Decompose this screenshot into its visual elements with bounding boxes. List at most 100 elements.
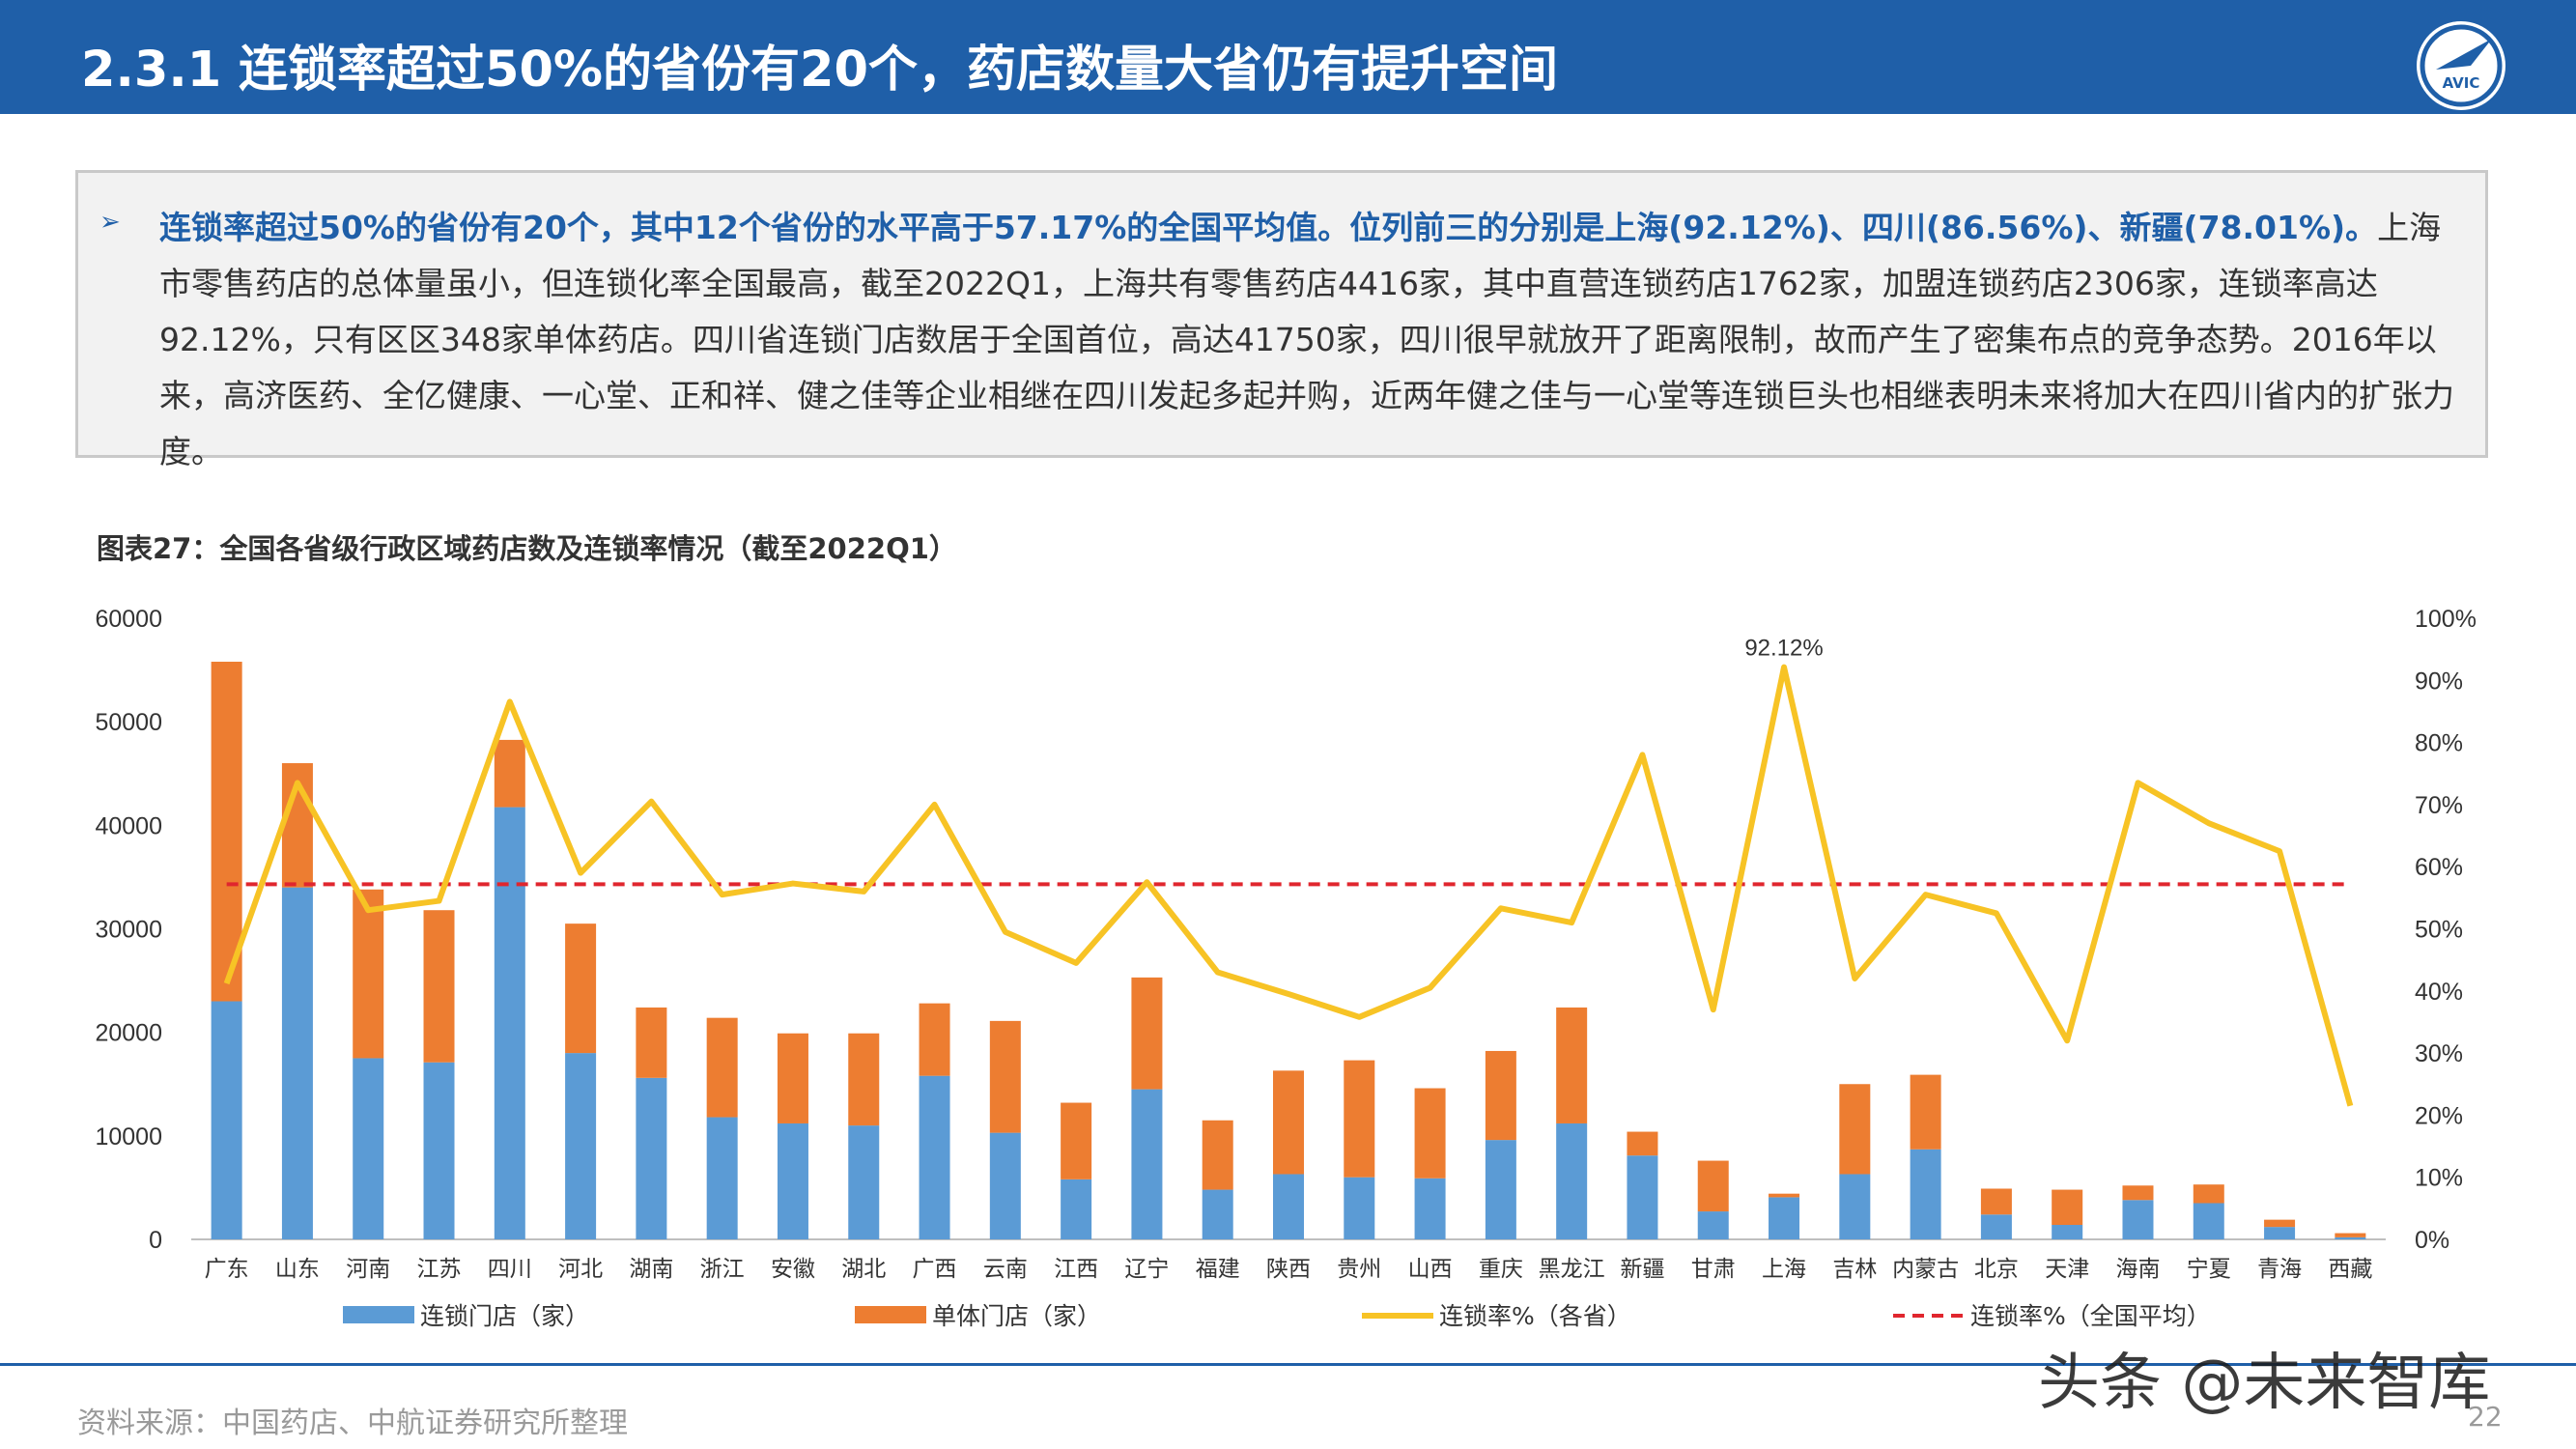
x-tick-label: 浙江 <box>700 1257 745 1282</box>
bar-single-stores <box>777 1033 808 1123</box>
bar-chain-stores <box>494 807 525 1239</box>
x-tick-label: 甘肃 <box>1691 1257 1736 1282</box>
bar-chain-stores <box>565 1053 597 1239</box>
bullet-icon: ➢ <box>99 208 121 237</box>
x-tick-label: 海南 <box>2115 1257 2160 1282</box>
bar-chain-stores <box>2335 1236 2366 1239</box>
footer-divider <box>0 1363 2576 1366</box>
bar-chain-stores <box>423 1062 455 1239</box>
y-right-tick-label: 60% <box>2415 854 2463 881</box>
y-right-tick-label: 70% <box>2415 792 2463 819</box>
y-left-tick-label: 10000 <box>95 1123 162 1151</box>
x-tick-label: 四川 <box>488 1257 532 1282</box>
y-right-tick-label: 10% <box>2415 1165 2463 1192</box>
bar-chain-stores <box>2193 1203 2224 1239</box>
bar-chain-stores <box>1839 1174 1871 1239</box>
y-right-tick-label: 100% <box>2415 606 2477 633</box>
legend-label: 连锁门店（家） <box>420 1302 589 1330</box>
bar-single-stores <box>1556 1007 1588 1123</box>
y-left-tick-label: 20000 <box>95 1020 162 1047</box>
bar-chain-stores <box>211 1001 242 1239</box>
bar-single-stores <box>1910 1074 1941 1150</box>
y-right-tick-label: 20% <box>2415 1102 2463 1129</box>
data-label-shanghai: 92.12% <box>1744 636 1823 662</box>
summary-highlight: 连锁率超过50%的省份有20个，其中12个省份的水平高于57.17%的全国平均值… <box>159 209 2378 246</box>
legend-swatch <box>855 1306 926 1323</box>
chain-rate-line <box>223 664 2354 1107</box>
bar-chain-stores <box>1414 1178 1446 1239</box>
y-left-tick-label: 30000 <box>95 917 162 944</box>
bar-chain-stores <box>848 1125 880 1239</box>
chart-title: 图表27：全国各省级行政区域药店数及连锁率情况（截至2022Q1） <box>97 532 957 565</box>
bar-single-stores <box>1980 1188 2012 1215</box>
x-tick-label: 云南 <box>983 1257 1028 1282</box>
bar-single-stores <box>2193 1184 2224 1204</box>
bar-single-stores <box>353 889 384 1059</box>
x-tick-label: 广东 <box>205 1257 249 1282</box>
legend-label: 单体门店（家） <box>932 1302 1101 1330</box>
y-right-tick-label: 0% <box>2415 1227 2449 1254</box>
y-right-tick-label: 30% <box>2415 1040 2463 1067</box>
legend-swatch <box>343 1306 414 1323</box>
bar-single-stores <box>1769 1193 1800 1198</box>
x-tick-label: 辽宁 <box>1124 1257 1169 1282</box>
x-tick-label: 山西 <box>1408 1257 1453 1282</box>
avic-logo: AVIC <box>2417 21 2505 110</box>
bar-chain-stores <box>1556 1122 1588 1239</box>
x-tick-label: 福建 <box>1196 1257 1240 1282</box>
bar-chain-stores <box>1202 1189 1233 1239</box>
y-left-tick-label: 50000 <box>95 709 162 736</box>
bar-chain-stores <box>1485 1140 1516 1239</box>
y-left-tick-label: 60000 <box>95 606 162 633</box>
bar-single-stores <box>636 1007 667 1078</box>
legend-label: 连锁率%（各省） <box>1439 1302 1631 1330</box>
page-number: 22 <box>2468 1401 2503 1433</box>
x-tick-label: 湖北 <box>841 1257 886 1282</box>
x-tick-label: 河北 <box>558 1257 603 1282</box>
bar-chain-stores <box>1061 1179 1092 1239</box>
chart: 0 10000 20000 30000 40000 50000 60000 0% 10% 20% 3… <box>95 606 2477 1330</box>
bar-chain-stores <box>636 1077 667 1239</box>
x-tick-label: 黑龙江 <box>1539 1257 1605 1282</box>
bar-chain-stores <box>1697 1211 1729 1239</box>
bar-chain-stores <box>2052 1224 2083 1239</box>
y-right-tick-label: 80% <box>2415 730 2463 757</box>
x-tick-label: 内蒙古 <box>1892 1257 1959 1282</box>
bar-single-stores <box>1697 1160 1729 1212</box>
bar-single-stores <box>1839 1084 1871 1175</box>
bar-single-stores <box>1202 1120 1233 1190</box>
y-left-tick-label: 0 <box>149 1227 162 1254</box>
header-bar: 2.3.1 连锁率超过50%的省份有20个，药店数量大省仍有提升空间 AVIC <box>0 0 2576 114</box>
bar-single-stores <box>1061 1102 1092 1179</box>
bar-chain-stores <box>777 1122 808 1239</box>
bar-single-stores <box>1627 1131 1658 1156</box>
bar-chain-stores <box>2122 1200 2154 1239</box>
bar-single-stores <box>1344 1060 1375 1178</box>
bar-chain-stores <box>2264 1227 2296 1239</box>
bar-single-stores <box>1414 1088 1446 1179</box>
bar-single-stores <box>494 739 525 808</box>
x-tick-label: 贵州 <box>1337 1257 1381 1282</box>
x-tick-label: 北京 <box>1974 1257 2019 1282</box>
bar-single-stores <box>1131 977 1163 1090</box>
x-tick-label: 新疆 <box>1620 1257 1664 1282</box>
logo-text: AVIC <box>2442 74 2480 92</box>
source-note: 资料来源：中国药店、中航证券研究所整理 <box>77 1406 628 1440</box>
x-tick-label: 上海 <box>1762 1257 1806 1282</box>
bar-chain-stores <box>919 1075 950 1239</box>
bar-chain-stores <box>989 1132 1021 1239</box>
bar-single-stores <box>1485 1050 1516 1141</box>
bar-single-stores <box>989 1020 1021 1133</box>
bar-single-stores <box>211 662 242 1002</box>
x-tick-label: 江苏 <box>417 1257 462 1282</box>
bar-chain-stores <box>1627 1155 1658 1239</box>
bar-single-stores <box>2335 1233 2366 1237</box>
bar-chain-stores <box>353 1058 384 1239</box>
x-tick-label: 西藏 <box>2328 1257 2372 1282</box>
x-tick-label: 宁夏 <box>2187 1257 2231 1282</box>
bar-chain-stores <box>1273 1174 1304 1239</box>
summary-body: 上海市零售药店的总体量虽小，但连锁化率全国最高，截至2022Q1，上海共有零售药… <box>159 209 2454 470</box>
bar-single-stores <box>2052 1189 2083 1225</box>
bar-single-stores <box>565 923 597 1054</box>
bar-single-stores <box>706 1017 738 1118</box>
